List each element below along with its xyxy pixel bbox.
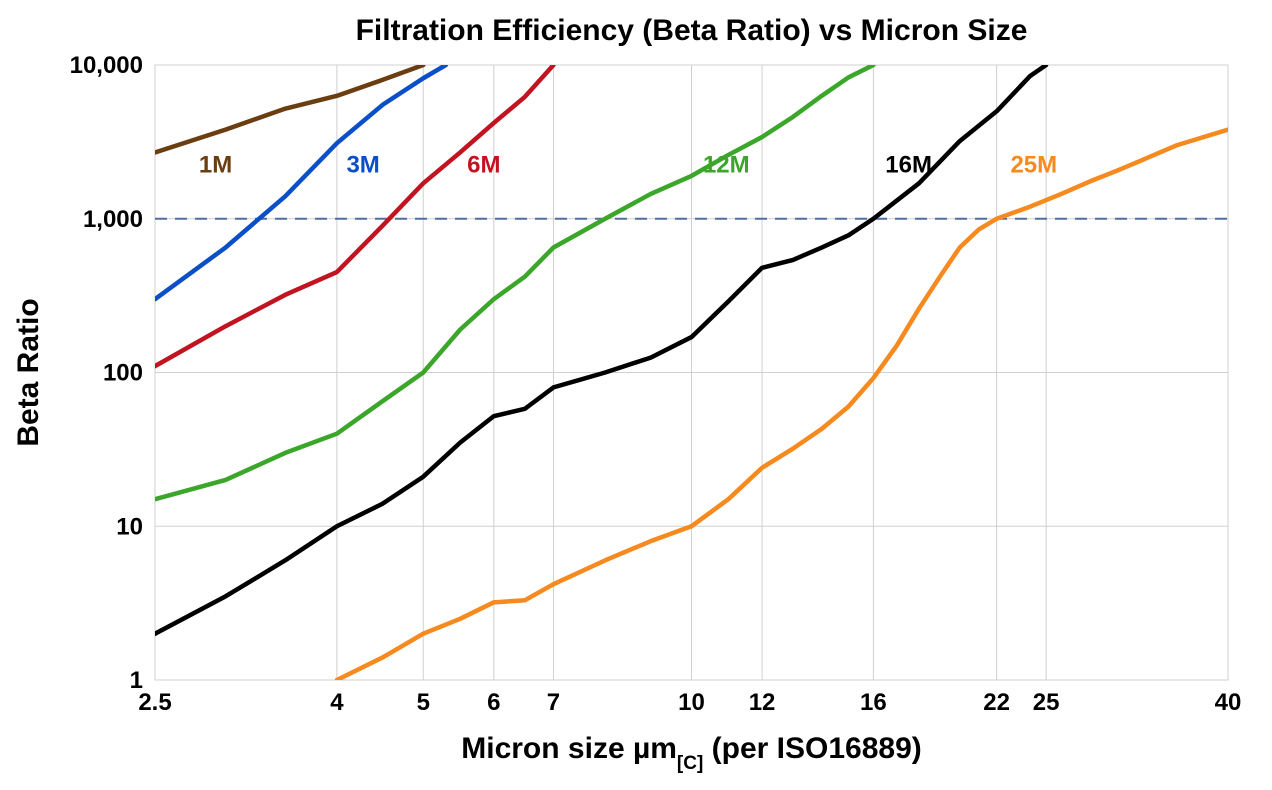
series-label-6M: 6M <box>467 151 500 178</box>
y-axis-label: Beta Ratio <box>12 298 45 446</box>
x-tick-label: 6 <box>487 689 500 716</box>
series-label-16M: 16M <box>885 151 932 178</box>
x-tick-label: 4 <box>330 689 344 716</box>
x-tick-label: 2.5 <box>138 689 171 716</box>
x-tick-label: 12 <box>749 689 776 716</box>
x-tick-label: 40 <box>1215 689 1242 716</box>
y-tick-label: 10 <box>116 513 143 540</box>
x-tick-label: 5 <box>417 689 430 716</box>
y-tick-label: 100 <box>103 360 143 387</box>
series-label-1M: 1M <box>199 151 232 178</box>
x-tick-label: 7 <box>547 689 560 716</box>
series-label-3M: 3M <box>346 151 379 178</box>
chart-bg <box>0 0 1272 790</box>
x-tick-label: 22 <box>983 689 1010 716</box>
x-tick-label: 25 <box>1033 689 1060 716</box>
y-tick-label: 1,000 <box>83 206 143 233</box>
x-tick-label: 10 <box>678 689 705 716</box>
chart-container: 1M 3M 6M 12M 16M 25M 2.5 4 5 6 7 10 12 16 22 25 40 1 10 100… <box>0 0 1272 790</box>
y-tick-label: 10,000 <box>70 52 143 79</box>
series-label-25M: 25M <box>1010 151 1057 178</box>
x-tick-label: 16 <box>860 689 887 716</box>
y-tick-label: 1 <box>130 667 143 694</box>
chart-title: Filtration Efficiency (Beta Ratio) vs Mi… <box>356 14 1028 47</box>
series-label-12M: 12M <box>703 151 750 178</box>
chart-svg: 1M 3M 6M 12M 16M 25M 2.5 4 5 6 7 10 12 16 22 25 40 1 10 100… <box>0 0 1272 790</box>
